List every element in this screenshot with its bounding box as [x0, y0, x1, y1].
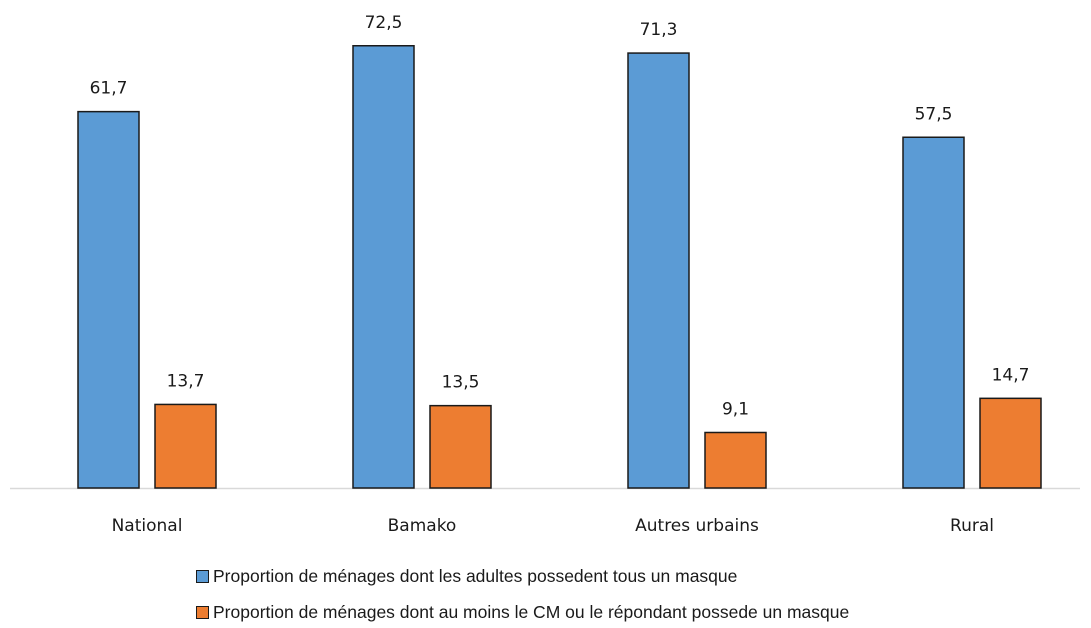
data-label-series-1-national: 61,7: [90, 79, 128, 99]
legend-item-series-2: Proportion de ménages dont au moins le C…: [196, 602, 1076, 623]
bar-series-1-national: [77, 110, 140, 489]
bar-series-2-bamako: [429, 404, 492, 489]
legend-label-series-2: Proportion de ménages dont au moins le C…: [213, 602, 850, 622]
data-label-series-1-rural: 57,5: [915, 104, 953, 124]
category-label-national: National: [112, 516, 183, 536]
data-label-series-2-national: 13,7: [167, 371, 205, 391]
category-label-rural: Rural: [950, 516, 994, 536]
data-label-series-1-bamako: 72,5: [365, 13, 403, 33]
legend-label-series-1: Proportion de ménages dont les adultes p…: [213, 566, 738, 586]
legend-item-series-1: Proportion de ménages dont les adultes p…: [196, 566, 1076, 587]
data-label-series-2-rural: 14,7: [992, 365, 1030, 385]
bar-series-1-bamako: [352, 45, 415, 489]
legend-swatch-series-1: [196, 570, 209, 583]
legend-swatch-series-2: [196, 606, 209, 619]
data-label-series-2-autres-urbains: 9,1: [722, 399, 749, 419]
bar-series-1-autres-urbains: [627, 52, 690, 489]
bar-series-2-rural: [979, 397, 1042, 489]
category-label-autres-urbains: Autres urbains: [635, 516, 759, 536]
category-label-bamako: Bamako: [388, 516, 457, 536]
bar-series-1-rural: [902, 136, 965, 489]
bar-series-2-national: [154, 403, 217, 489]
data-label-series-2-bamako: 13,5: [442, 373, 480, 393]
bar-series-2-autres-urbains: [704, 431, 767, 489]
data-label-series-1-autres-urbains: 71,3: [640, 20, 678, 40]
